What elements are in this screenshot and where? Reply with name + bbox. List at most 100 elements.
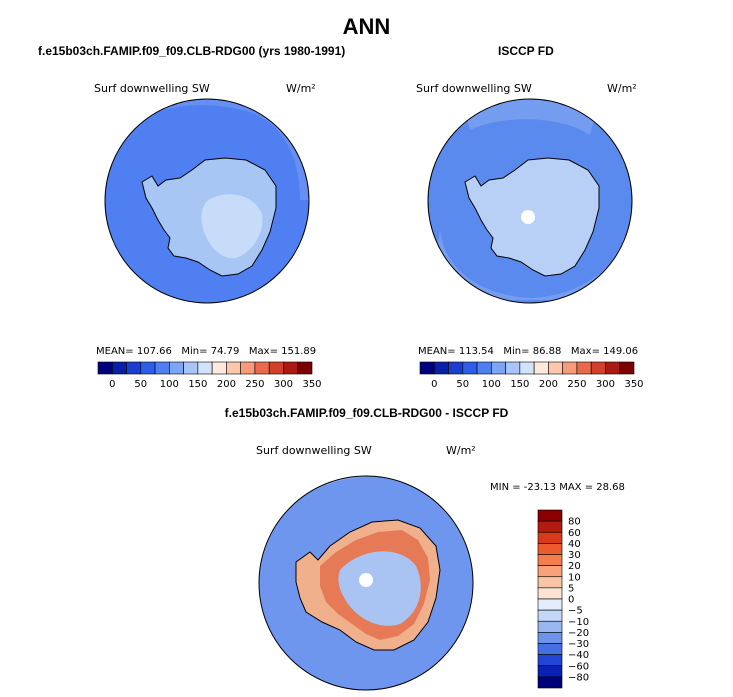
obs-colorbar-tick-label: 250	[567, 379, 586, 390]
model-colorbar-box	[226, 361, 241, 375]
model-colorbar-box	[254, 361, 270, 375]
obs-panel-title: ISCCP FD	[498, 44, 554, 58]
obs-colorbar-box	[619, 361, 635, 375]
diff-colorbar-tick-label: −5	[568, 606, 583, 617]
model-variable-label: Surf downwelling SW	[94, 82, 210, 95]
diff-colorbar-box	[537, 654, 563, 667]
obs-ocean-band	[430, 230, 632, 300]
obs-colorbar-box	[562, 361, 578, 375]
diff-colorbar-tick-label: −20	[568, 628, 589, 639]
diff-colorbar-tick-label: 5	[568, 583, 574, 594]
diff-colorbar-box	[537, 632, 563, 644]
diff-colorbar-tick-label: 40	[568, 539, 581, 550]
diff-stats: MIN = -23.13 MAX = 28.68	[490, 482, 625, 493]
model-colorbar-tick-label: 350	[302, 379, 321, 390]
diff-colorbar-tick-label: −60	[568, 661, 589, 672]
obs-colorbar-box	[505, 361, 521, 375]
model-colorbar-box	[297, 361, 313, 375]
obs-max-value: 149.06	[603, 346, 639, 357]
obs-colorbar-tick-label: 100	[482, 379, 501, 390]
model-max-value: 151.89	[281, 346, 317, 357]
model-units-label: W/m²	[286, 82, 316, 95]
obs-units-label: W/m²	[607, 82, 637, 95]
obs-colorbar-box	[548, 361, 563, 375]
diff-pole-hole	[359, 573, 373, 587]
model-colorbar-tick-label: 150	[188, 379, 207, 390]
model-colorbar: 0 50 100 150 200 250 300 350	[97, 361, 322, 390]
obs-stats: MEAN= 113.54 Min= 86.88 Max= 149.06	[418, 346, 638, 357]
diff-colorbar-box	[537, 598, 563, 611]
diff-colorbar-box	[537, 620, 563, 633]
obs-mean-value: 113.54	[458, 346, 494, 357]
diff-colorbar-tick-label: 10	[568, 572, 581, 583]
diff-colorbar-tick-label: 80	[568, 517, 581, 528]
obs-map-border	[427, 98, 633, 304]
obs-colorbar-tick-label: 300	[596, 379, 615, 390]
obs-colorbar-box	[419, 361, 435, 375]
model-colorbar-box	[97, 361, 113, 375]
obs-colorbar-tick-label: 50	[456, 379, 469, 390]
diff-colorbar-tick-label: −30	[568, 639, 589, 650]
main-title: ANN	[342, 14, 391, 39]
model-mean-label: MEAN=	[96, 346, 134, 357]
diff-colorbar-box	[537, 565, 563, 578]
diff-colorbar-box	[537, 554, 563, 566]
model-colorbar-box	[154, 361, 170, 375]
model-colorbar-box	[268, 361, 284, 375]
diff-coast	[295, 519, 441, 651]
model-colorbar-box	[169, 361, 184, 375]
model-map-border	[104, 98, 310, 304]
obs-pole-hole	[521, 210, 535, 224]
model-colorbar-box	[283, 361, 299, 375]
model-colorbar-box	[140, 361, 156, 375]
diff-colorbar-tick-label: 0	[568, 595, 574, 606]
obs-colorbar-box	[605, 361, 621, 375]
diff-colorbar-box	[537, 543, 563, 555]
diff-colorbar-box	[537, 576, 563, 589]
model-panel-title: f.e15b03ch.FAMIP.f09_f09.CLB-RDG00 (yrs …	[38, 44, 346, 58]
diff-panel-title: f.e15b03ch.FAMIP.f09_f09.CLB-RDG00 - ISC…	[224, 406, 509, 420]
obs-min-label: Min=	[503, 346, 530, 357]
obs-colorbar-box	[433, 361, 449, 375]
diff-colorbar-box	[537, 520, 563, 533]
model-colorbar-box	[197, 361, 213, 375]
obs-colorbar-box	[476, 361, 492, 375]
model-mean-value: 107.66	[136, 346, 172, 357]
obs-colorbar-box	[491, 361, 506, 375]
obs-mean-label: MEAN=	[418, 346, 456, 357]
model-colorbar-box	[111, 361, 127, 375]
model-colorbar-tick-label: 250	[245, 379, 264, 390]
diff-map-border	[258, 475, 474, 691]
obs-colorbar-tick-label: 0	[431, 379, 437, 390]
diff-colorbar-tick-label: 20	[568, 561, 581, 572]
diff-colorbar-box	[537, 676, 563, 689]
diff-units-label: W/m²	[446, 444, 476, 457]
model-min-value: 74.79	[210, 346, 240, 357]
model-colorbar-tick-label: 200	[217, 379, 236, 390]
model-land-core	[201, 194, 263, 259]
model-max-label: Max=	[248, 346, 278, 357]
diff-colorbar-box	[537, 643, 563, 655]
obs-colorbar-box	[576, 361, 592, 375]
model-colorbar-box	[183, 361, 199, 375]
obs-min-value: 86.88	[532, 346, 562, 357]
diff-colorbar-tick-label: −40	[568, 650, 589, 661]
model-colorbar-tick-label: 300	[274, 379, 293, 390]
obs-colorbar: 0 50 100 150 200 250 300 350	[419, 361, 644, 390]
obs-colorbar-box	[519, 361, 535, 375]
diff-colorbar-tick-label: −80	[568, 672, 589, 683]
diff-colorbar-box	[537, 665, 563, 678]
obs-colorbar-tick-label: 150	[510, 379, 529, 390]
diff-colorbar-tick-label: 60	[568, 528, 581, 539]
diff-colorbar-box	[537, 509, 563, 522]
diff-colorbar-tick-label: −10	[568, 617, 589, 628]
diff-variable-label: Surf downwelling SW	[256, 444, 372, 457]
model-colorbar-box	[126, 361, 142, 375]
diff-land-interior	[338, 551, 421, 626]
model-min-label: Min=	[181, 346, 208, 357]
model-colorbar-box	[240, 361, 256, 375]
obs-colorbar-box	[533, 361, 549, 375]
obs-colorbar-box	[590, 361, 606, 375]
model-stats: MEAN= 107.66 Min= 74.79 Max= 151.89	[96, 346, 316, 357]
